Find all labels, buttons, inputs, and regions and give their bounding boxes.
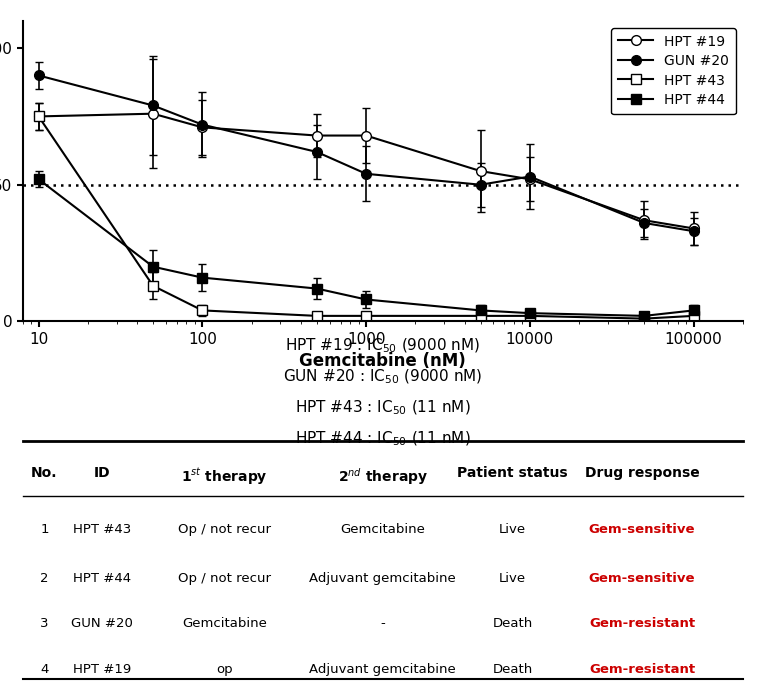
Text: Gem-sensitive: Gem-sensitive xyxy=(589,523,695,536)
Text: HPT #19 : IC$_{50}$ (9000 nM): HPT #19 : IC$_{50}$ (9000 nM) xyxy=(285,337,481,356)
Text: GUN #20: GUN #20 xyxy=(71,617,133,631)
Text: op: op xyxy=(216,663,233,676)
Text: 2: 2 xyxy=(40,572,49,584)
Legend: HPT #19, GUN #20, HPT #43, HPT #44: HPT #19, GUN #20, HPT #43, HPT #44 xyxy=(611,28,736,114)
Text: Drug response: Drug response xyxy=(584,466,700,480)
Text: 2$^{nd}$ therapy: 2$^{nd}$ therapy xyxy=(338,466,428,487)
Text: Op / not recur: Op / not recur xyxy=(178,572,271,584)
Text: HPT #19: HPT #19 xyxy=(73,663,131,676)
Text: Gemcitabine: Gemcitabine xyxy=(340,523,425,536)
Text: 4: 4 xyxy=(40,663,49,676)
Text: ID: ID xyxy=(94,466,110,480)
Text: HPT #44 : IC$_{50}$ (11 nM): HPT #44 : IC$_{50}$ (11 nM) xyxy=(295,430,471,448)
Text: Gem-sensitive: Gem-sensitive xyxy=(589,572,695,584)
Text: Gem-resistant: Gem-resistant xyxy=(589,617,695,631)
Text: HPT #43: HPT #43 xyxy=(73,523,131,536)
Text: Adjuvant gemcitabine: Adjuvant gemcitabine xyxy=(309,572,456,584)
Text: Live: Live xyxy=(499,572,526,584)
Text: Gem-resistant: Gem-resistant xyxy=(589,663,695,676)
Text: Gemcitabine: Gemcitabine xyxy=(182,617,267,631)
Text: No.: No. xyxy=(31,466,58,480)
Text: Patient status: Patient status xyxy=(457,466,568,480)
Text: -: - xyxy=(381,617,385,631)
Text: HPT #43 : IC$_{50}$ (11 nM): HPT #43 : IC$_{50}$ (11 nM) xyxy=(295,398,471,417)
Text: Death: Death xyxy=(492,663,533,676)
X-axis label: Gemcitabine (nM): Gemcitabine (nM) xyxy=(299,352,466,370)
Text: HPT #44: HPT #44 xyxy=(73,572,131,584)
Text: Live: Live xyxy=(499,523,526,536)
Text: GUN #20 : IC$_{50}$ (9000 nM): GUN #20 : IC$_{50}$ (9000 nM) xyxy=(283,368,483,386)
Text: Death: Death xyxy=(492,617,533,631)
Text: 1$^{st}$ therapy: 1$^{st}$ therapy xyxy=(181,466,268,486)
Text: Adjuvant gemcitabine: Adjuvant gemcitabine xyxy=(309,663,456,676)
Text: 1: 1 xyxy=(40,523,49,536)
Text: 3: 3 xyxy=(40,617,49,631)
Text: Op / not recur: Op / not recur xyxy=(178,523,271,536)
